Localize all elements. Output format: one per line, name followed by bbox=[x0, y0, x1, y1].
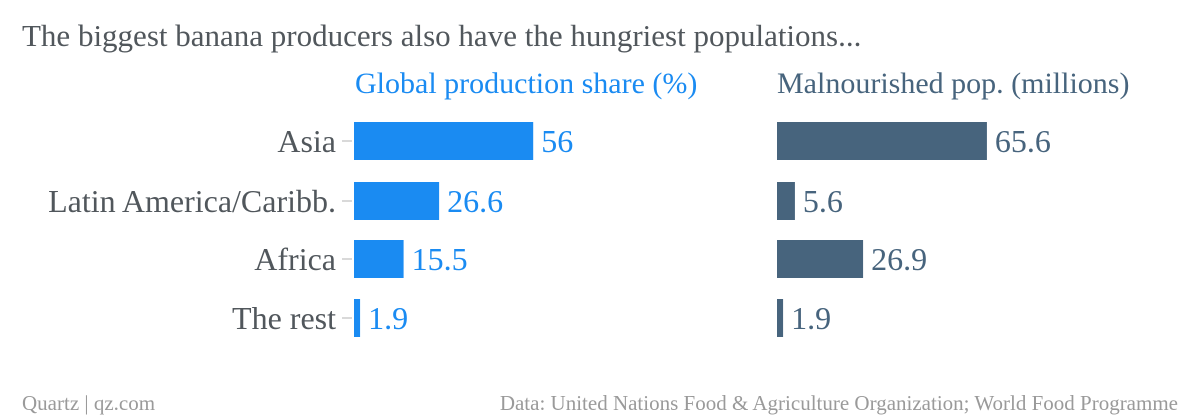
malnourished-value-label-asia: 65.6 bbox=[995, 123, 1051, 159]
panel-title-production: Global production share (%) bbox=[355, 67, 697, 100]
malnourished-bar-asia bbox=[777, 122, 987, 160]
footer-source-left: Quartz | qz.com bbox=[22, 391, 155, 415]
malnourished-value-label-latin-america-caribb: 5.6 bbox=[803, 183, 843, 219]
production-bar-the-rest bbox=[354, 299, 361, 337]
footer-source-right: Data: United Nations Food & Agriculture … bbox=[500, 391, 1178, 415]
production-bar-africa bbox=[354, 240, 404, 278]
production-value-label-the-rest: 1.9 bbox=[368, 300, 408, 336]
category-label-the-rest: The rest bbox=[232, 300, 336, 336]
malnourished-bar-the-rest bbox=[777, 299, 784, 337]
panel-title-malnourished: Malnourished pop. (millions) bbox=[777, 67, 1129, 100]
chart-title: The biggest banana producers also have t… bbox=[22, 18, 861, 53]
malnourished-value-label-the-rest: 1.9 bbox=[791, 300, 831, 336]
production-bar-asia bbox=[354, 122, 534, 160]
malnourished-bar-latin-america-caribb bbox=[777, 182, 795, 220]
production-value-label-asia: 56 bbox=[541, 123, 573, 159]
malnourished-panel: 65.6 5.6 26.9 1.9 bbox=[777, 122, 1051, 337]
malnourished-bar-africa bbox=[777, 240, 864, 278]
category-labels: Asia Latin America/Caribb. Africa The rest bbox=[48, 123, 352, 336]
category-label-latin-america-caribb: Latin America/Caribb. bbox=[48, 183, 336, 219]
category-label-africa: Africa bbox=[254, 241, 336, 277]
production-value-label-africa: 15.5 bbox=[412, 241, 468, 277]
malnourished-value-label-africa: 26.9 bbox=[871, 241, 927, 277]
production-value-label-latin-america-caribb: 26.6 bbox=[447, 183, 503, 219]
category-label-asia: Asia bbox=[277, 123, 336, 159]
production-panel: 56 26.6 15.51.9 bbox=[354, 122, 573, 337]
production-bar-latin-america-caribb bbox=[354, 182, 440, 220]
